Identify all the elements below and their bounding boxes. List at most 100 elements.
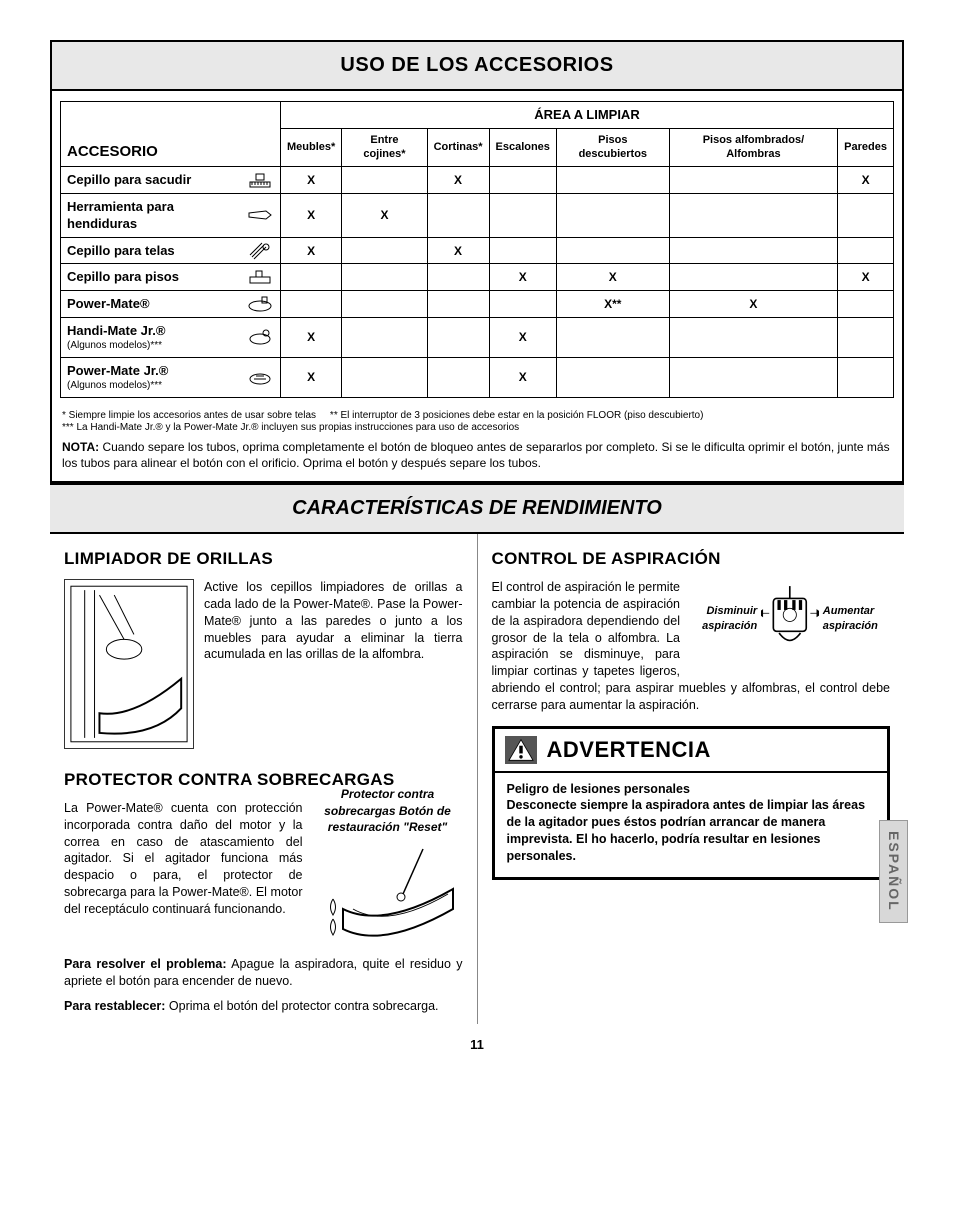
warning-icon xyxy=(505,736,537,764)
table-cell xyxy=(489,167,556,194)
table-cell xyxy=(427,264,489,291)
table-cell xyxy=(556,167,669,194)
warning-body: Peligro de lesiones personales Desconect… xyxy=(495,773,888,877)
nota-text: Cuando separe los tubos, oprima completa… xyxy=(62,440,890,470)
warning-lead: Peligro de lesiones personales xyxy=(507,782,690,796)
table-cell xyxy=(342,237,427,264)
table-cell xyxy=(838,290,894,317)
reset-para: Para restablecer: Oprima el botón del pr… xyxy=(64,998,463,1015)
column-header: Entre cojines* xyxy=(342,128,427,167)
table-cell xyxy=(669,317,837,357)
nota: NOTA: Cuando separe los tubos, oprima co… xyxy=(52,439,902,481)
accessory-label: Cepillo para telas xyxy=(61,237,281,264)
table-cell xyxy=(427,193,489,237)
column-header: Pisos descubiertos xyxy=(556,128,669,167)
accessory-icon xyxy=(246,267,274,287)
table-cell: X xyxy=(489,357,556,397)
accessory-label: Herramienta para hendiduras xyxy=(61,193,281,237)
accessory-label: Cepillo para pisos xyxy=(61,264,281,291)
footnote: *** La Handi-Mate Jr.® y la Power-Mate J… xyxy=(62,422,519,433)
overload-figure: Protector contra sobrecargas Botón de re… xyxy=(313,800,463,940)
table-cell xyxy=(838,317,894,357)
page-number: 11 xyxy=(50,1036,904,1054)
table-row: Cepillo para telasXX xyxy=(61,237,894,264)
accessories-section: USO DE LOS ACCESORIOS ACCESORIO ÁREA A L… xyxy=(50,40,904,483)
table-cell: X xyxy=(489,317,556,357)
accessory-icon xyxy=(246,367,274,387)
warning-box: ADVERTENCIA Peligro de lesiones personal… xyxy=(492,726,891,880)
edge-cleaner-heading: LIMPIADOR DE ORILLAS xyxy=(64,548,463,571)
warning-text: Desconecte siempre la aspiradora antes d… xyxy=(507,798,866,863)
accessory-icon xyxy=(246,294,274,314)
table-cell: X xyxy=(342,193,427,237)
table-cell xyxy=(342,357,427,397)
table-cell: X xyxy=(281,193,342,237)
two-column-layout: LIMPIADOR DE ORILLAS Active los cepillos… xyxy=(50,534,904,1025)
accessory-icon xyxy=(246,205,274,225)
table-cell xyxy=(489,193,556,237)
nota-label: NOTA: xyxy=(62,440,99,454)
table-row: Herramienta para hendidurasXX xyxy=(61,193,894,237)
overload-caption: Protector contra sobrecargas Botón de re… xyxy=(313,786,463,835)
table-cell xyxy=(281,290,342,317)
table-cell xyxy=(556,237,669,264)
table-cell: X xyxy=(669,290,837,317)
resolve-label: Para resolver el problema: xyxy=(64,957,227,971)
reset-text: Oprima el botón del protector contra sob… xyxy=(165,999,438,1013)
accessory-icon xyxy=(246,327,274,347)
table-cell xyxy=(281,264,342,291)
reset-label: Para restablecer: xyxy=(64,999,165,1013)
footnote: * Siempre limpie los accesorios antes de… xyxy=(62,410,316,421)
language-tab: ESPAÑOL xyxy=(879,820,908,923)
table-cell xyxy=(489,237,556,264)
table-row: Cepillo para pisosXXX xyxy=(61,264,894,291)
table-cell: X xyxy=(489,264,556,291)
table-cell xyxy=(427,290,489,317)
warning-title: ADVERTENCIA xyxy=(547,735,711,765)
column-header: Pisos alfombrados/ Alfombras xyxy=(669,128,837,167)
table-cell xyxy=(669,193,837,237)
warning-header: ADVERTENCIA xyxy=(495,729,888,773)
column-header: Meubles* xyxy=(281,128,342,167)
suction-figure: Disminuir aspiración Aumentar aspiración xyxy=(690,579,890,659)
table-cell xyxy=(556,317,669,357)
accessory-icon xyxy=(246,170,274,190)
table-cell: X xyxy=(281,167,342,194)
table-row: Power-Mate Jr.®(Algunos modelos)***XX xyxy=(61,357,894,397)
table-cell xyxy=(556,193,669,237)
suction-heading: CONTROL DE ASPIRACIÓN xyxy=(492,548,891,571)
table-row: Power-Mate®X**X xyxy=(61,290,894,317)
table-cell xyxy=(489,290,556,317)
accessory-icon xyxy=(246,241,274,261)
table-cell: X xyxy=(281,237,342,264)
table-cell xyxy=(342,167,427,194)
edge-cleaner-figure xyxy=(64,579,194,749)
table-cell xyxy=(342,264,427,291)
table-cell: X xyxy=(838,167,894,194)
table-cell: X xyxy=(556,264,669,291)
table-cell: X xyxy=(838,264,894,291)
accessory-label: Cepillo para sacudir xyxy=(61,167,281,194)
table-cell xyxy=(342,290,427,317)
table-cell xyxy=(556,357,669,397)
footnotes: * Siempre limpie los accesorios antes de… xyxy=(52,404,902,439)
column-header: Paredes xyxy=(838,128,894,167)
table-cell xyxy=(669,264,837,291)
left-column: LIMPIADOR DE ORILLAS Active los cepillos… xyxy=(50,534,478,1025)
row-header: ACCESORIO xyxy=(61,102,281,167)
footnote: ** El interruptor de 3 posiciones debe e… xyxy=(330,410,704,421)
table-row: Cepillo para sacudirXXX xyxy=(61,167,894,194)
area-header: ÁREA A LIMPIAR xyxy=(281,102,894,129)
column-header: Escalones xyxy=(489,128,556,167)
accessory-label: Power-Mate Jr.®(Algunos modelos)*** xyxy=(61,357,281,397)
table-cell xyxy=(427,357,489,397)
decrease-label: Disminuir aspiración xyxy=(690,604,757,634)
table-cell xyxy=(669,357,837,397)
table-cell: X xyxy=(281,357,342,397)
accessories-table: ACCESORIO ÁREA A LIMPIAR Meubles*Entre c… xyxy=(60,101,894,398)
right-column: CONTROL DE ASPIRACIÓN Disminuir aspiraci… xyxy=(478,534,905,1025)
table-cell xyxy=(838,237,894,264)
table-cell xyxy=(342,317,427,357)
table-row: Handi-Mate Jr.®(Algunos modelos)***XX xyxy=(61,317,894,357)
table-cell: X xyxy=(427,237,489,264)
